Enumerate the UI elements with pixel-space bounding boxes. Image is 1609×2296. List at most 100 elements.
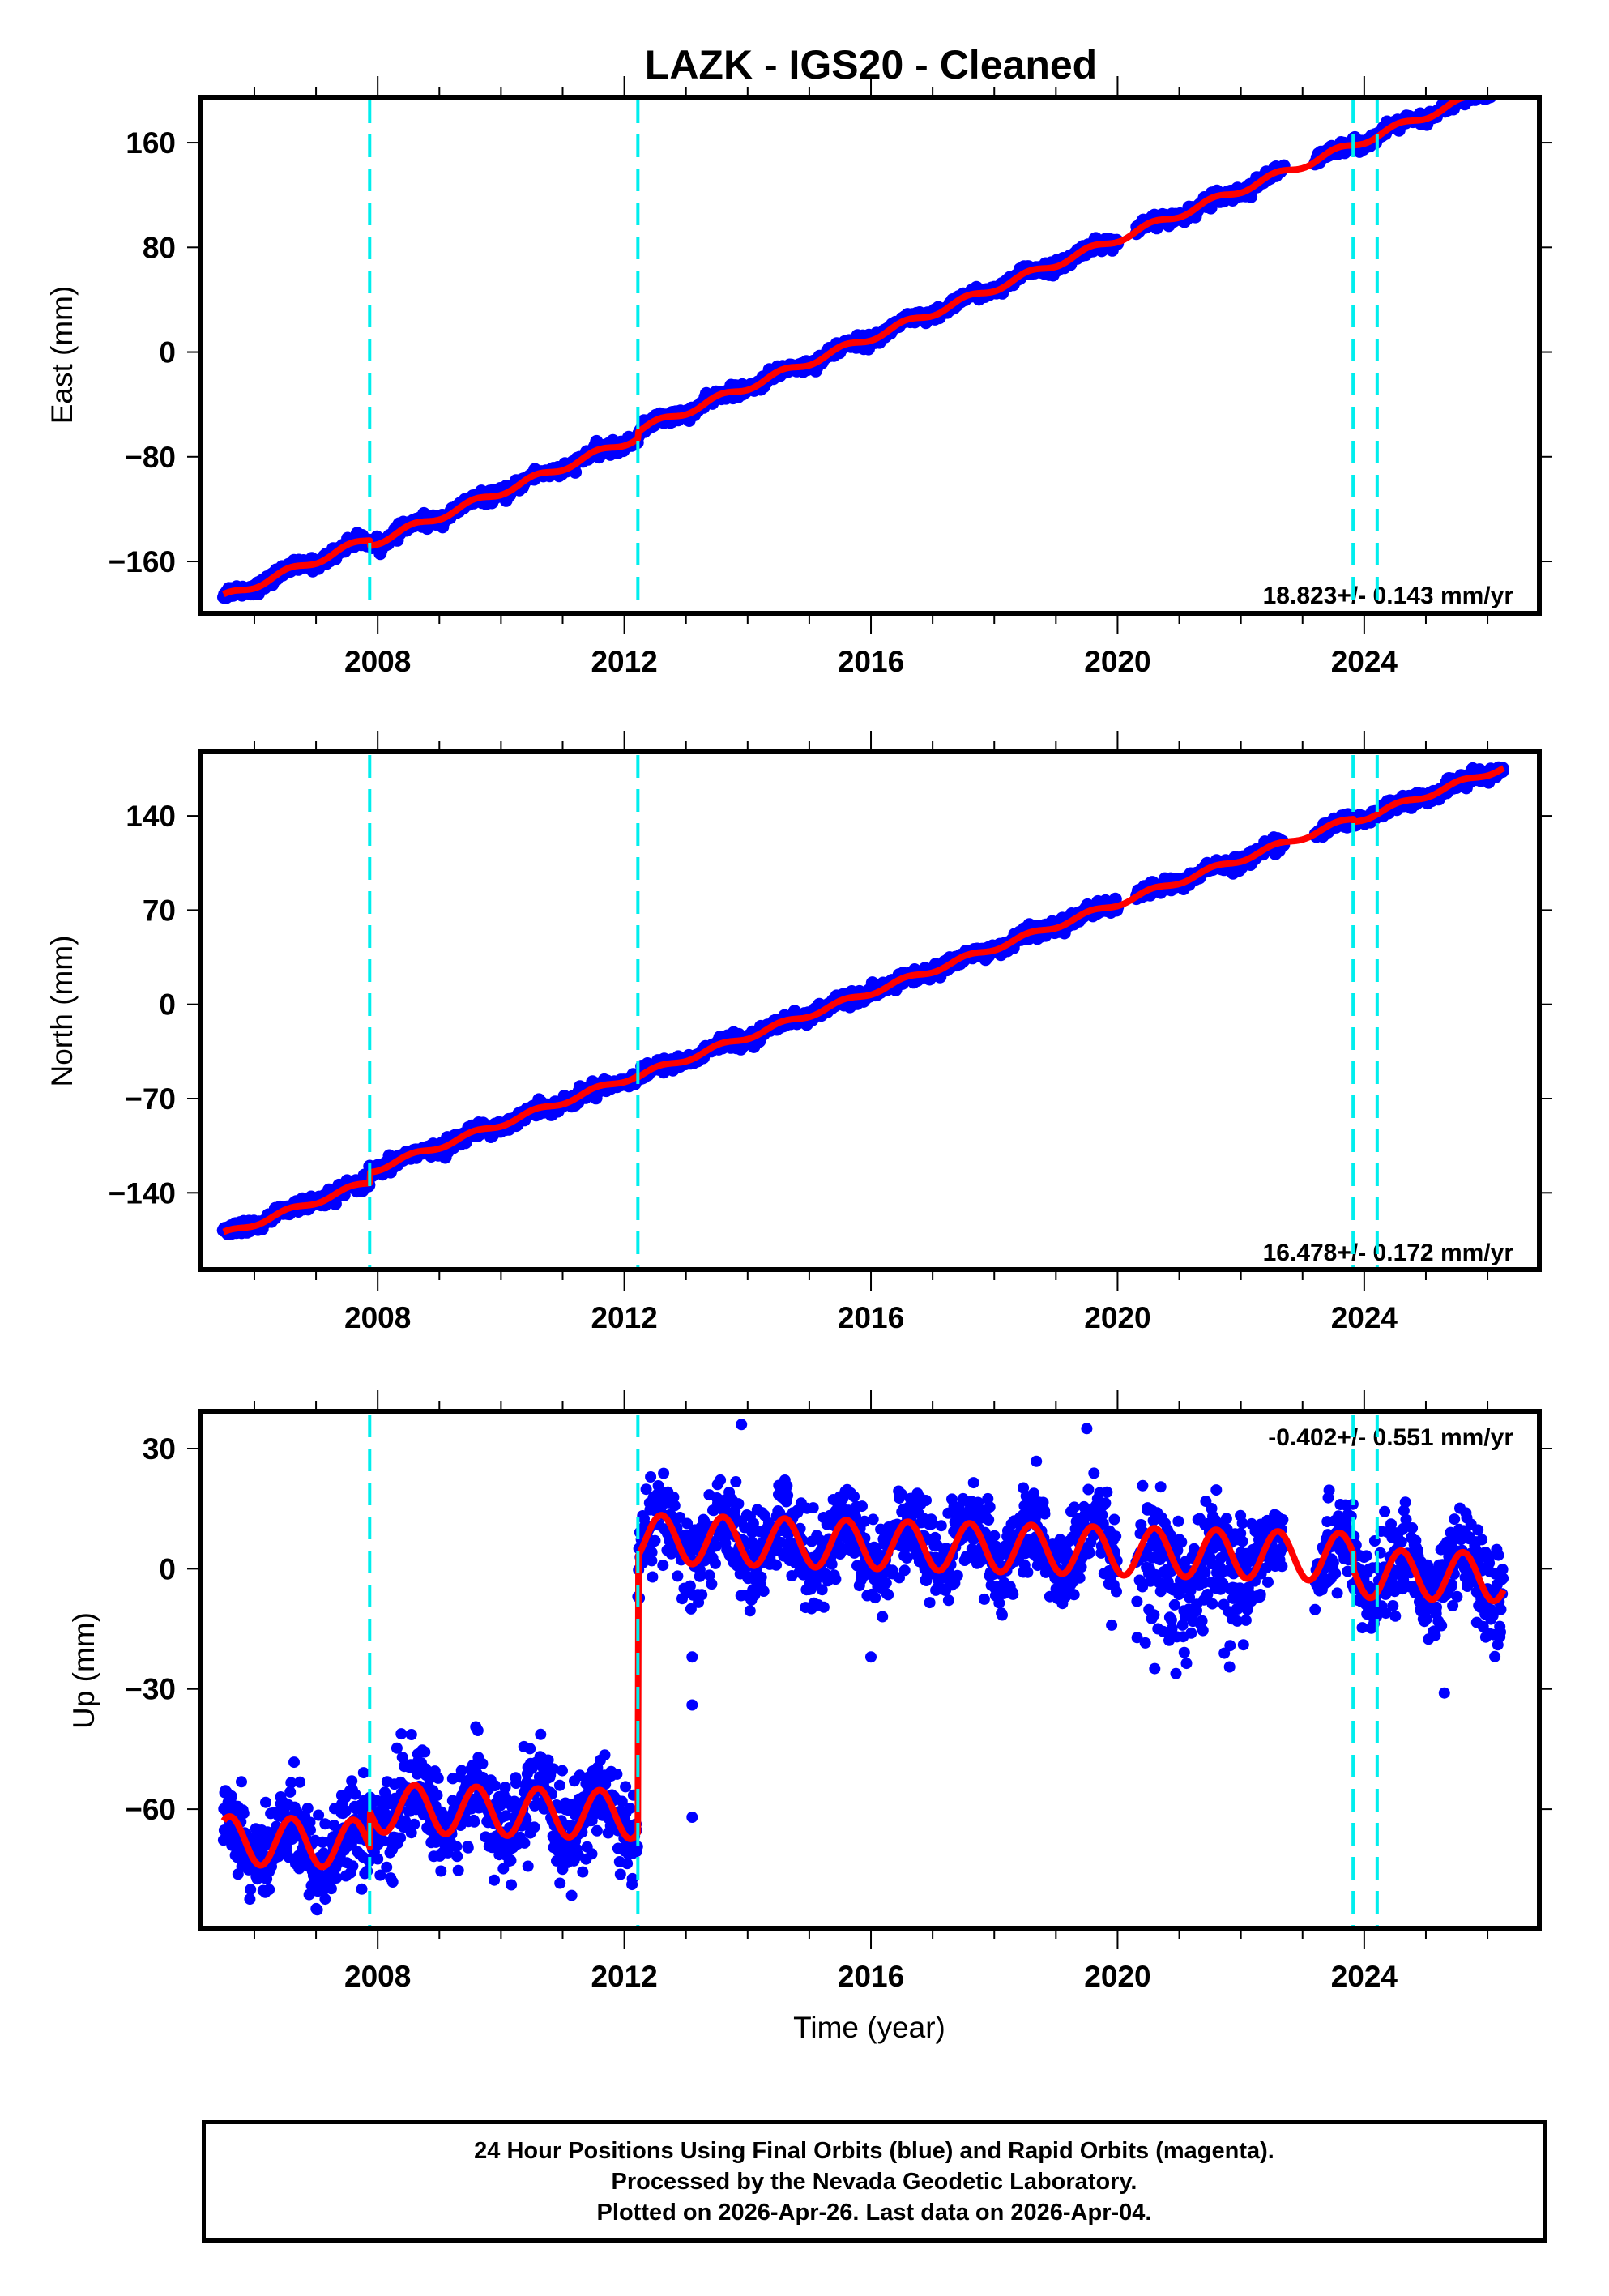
- data-point: [468, 1816, 480, 1828]
- data-point: [758, 1585, 770, 1597]
- y-tick-label: 160: [126, 126, 176, 160]
- y-tick-label: 80: [143, 231, 176, 264]
- x-tick-label: 2008: [344, 645, 411, 678]
- data-point: [381, 1861, 393, 1873]
- y-tick-label: 0: [159, 988, 176, 1022]
- data-point: [647, 1571, 659, 1583]
- data-point: [1487, 83, 1500, 96]
- data-point: [356, 1883, 368, 1895]
- data-point: [450, 1841, 463, 1853]
- data-point: [236, 1776, 247, 1788]
- data-point: [646, 1547, 658, 1559]
- data-point: [431, 1790, 443, 1801]
- data-point: [225, 1790, 237, 1802]
- data-point: [237, 1807, 250, 1820]
- data-point: [706, 1578, 718, 1590]
- data-point: [1495, 78, 1508, 91]
- data-point: [577, 1866, 589, 1878]
- y-tick-label: 0: [159, 336, 176, 369]
- data-point: [347, 1860, 359, 1872]
- data-point: [1483, 80, 1496, 93]
- data-point: [357, 1767, 369, 1779]
- north-plot-area: [216, 755, 1509, 1268]
- data-point: [645, 1471, 657, 1483]
- data-point: [408, 1818, 420, 1830]
- y-tick-label: −70: [125, 1082, 176, 1116]
- data-point: [586, 1848, 598, 1860]
- data-point: [462, 1841, 474, 1854]
- data-point: [715, 1474, 727, 1486]
- data-point: [770, 1559, 783, 1571]
- data-point: [553, 1779, 565, 1791]
- data-point: [744, 1605, 756, 1617]
- north-panel: North (mm) 16.478+/- 0.172 mm/yr −140−70…: [45, 731, 1552, 1334]
- data-point: [245, 1884, 257, 1896]
- data-point: [565, 1889, 578, 1901]
- data-point: [732, 1498, 745, 1510]
- east-panel: East (mm) 18.823+/- 0.143 mm/yr −160−800…: [45, 76, 1552, 678]
- data-point: [519, 1837, 531, 1849]
- up-data-points: [217, 1419, 1509, 1916]
- east-rate-label: 18.823+/- 0.143 mm/yr: [1263, 583, 1514, 609]
- data-point: [554, 1877, 566, 1889]
- data-point: [452, 1864, 464, 1876]
- x-tick-label: 2020: [1084, 645, 1150, 678]
- data-point: [535, 1728, 547, 1740]
- north-y-axis-label: North (mm): [45, 935, 79, 1086]
- data-point: [349, 1788, 361, 1800]
- east-plot-area: [217, 78, 1509, 612]
- data-point: [528, 1821, 540, 1833]
- data-point: [1492, 83, 1504, 96]
- data-point: [730, 1476, 742, 1487]
- x-tick-label: 2020: [1084, 1301, 1150, 1334]
- data-point: [522, 1860, 534, 1872]
- data-point: [263, 1884, 275, 1896]
- data-point: [620, 1781, 632, 1793]
- data-point: [1496, 81, 1509, 94]
- data-point: [288, 1756, 300, 1769]
- x-tick-label: 2024: [1331, 1301, 1398, 1334]
- data-point: [611, 1768, 623, 1780]
- data-point: [649, 1534, 661, 1547]
- y-tick-label: −80: [125, 441, 176, 474]
- data-point: [599, 1749, 611, 1761]
- data-point: [505, 1854, 517, 1867]
- x-tick-label: 2016: [838, 645, 904, 678]
- data-point: [591, 1824, 603, 1837]
- data-point: [386, 1876, 399, 1888]
- data-point: [319, 1893, 331, 1906]
- north-rate-label: 16.478+/- 0.172 mm/yr: [1263, 1240, 1514, 1266]
- x-tick-label: 2012: [591, 645, 657, 678]
- data-point: [432, 1772, 444, 1784]
- x-tick-label: 2024: [1331, 645, 1398, 678]
- y-tick-label: 70: [143, 894, 176, 927]
- data-point: [524, 1743, 536, 1755]
- data-point: [510, 1777, 522, 1789]
- data-point: [451, 1850, 463, 1863]
- data-point: [672, 1570, 684, 1582]
- data-point: [435, 1865, 447, 1877]
- data-point: [419, 1746, 431, 1758]
- data-point: [506, 1879, 518, 1891]
- x-tick-label: 2012: [591, 1301, 657, 1334]
- data-point: [557, 1765, 568, 1777]
- data-point: [668, 1500, 681, 1512]
- data-point: [499, 1782, 511, 1794]
- data-point: [476, 1758, 489, 1769]
- data-point: [710, 1557, 721, 1569]
- data-point: [301, 1803, 314, 1814]
- up-panel: Up (mm) -0.402+/- 0.551 mm/yr −60−300302…: [67, 1390, 1552, 1993]
- data-point: [405, 1729, 417, 1740]
- data-point: [260, 1796, 271, 1808]
- data-point: [624, 1803, 636, 1815]
- data-point: [372, 1853, 384, 1865]
- y-tick-label: −160: [109, 545, 176, 578]
- data-point: [1493, 83, 1506, 96]
- up-plot-area: [217, 1415, 1509, 1927]
- data-point: [331, 1872, 343, 1884]
- up-y-axis-label: Up (mm): [67, 1612, 100, 1729]
- x-tick-label: 2008: [344, 1301, 411, 1334]
- data-point: [755, 1571, 767, 1583]
- data-point: [489, 1874, 501, 1886]
- up-rate-label: -0.402+/- 0.551 mm/yr: [1268, 1424, 1513, 1451]
